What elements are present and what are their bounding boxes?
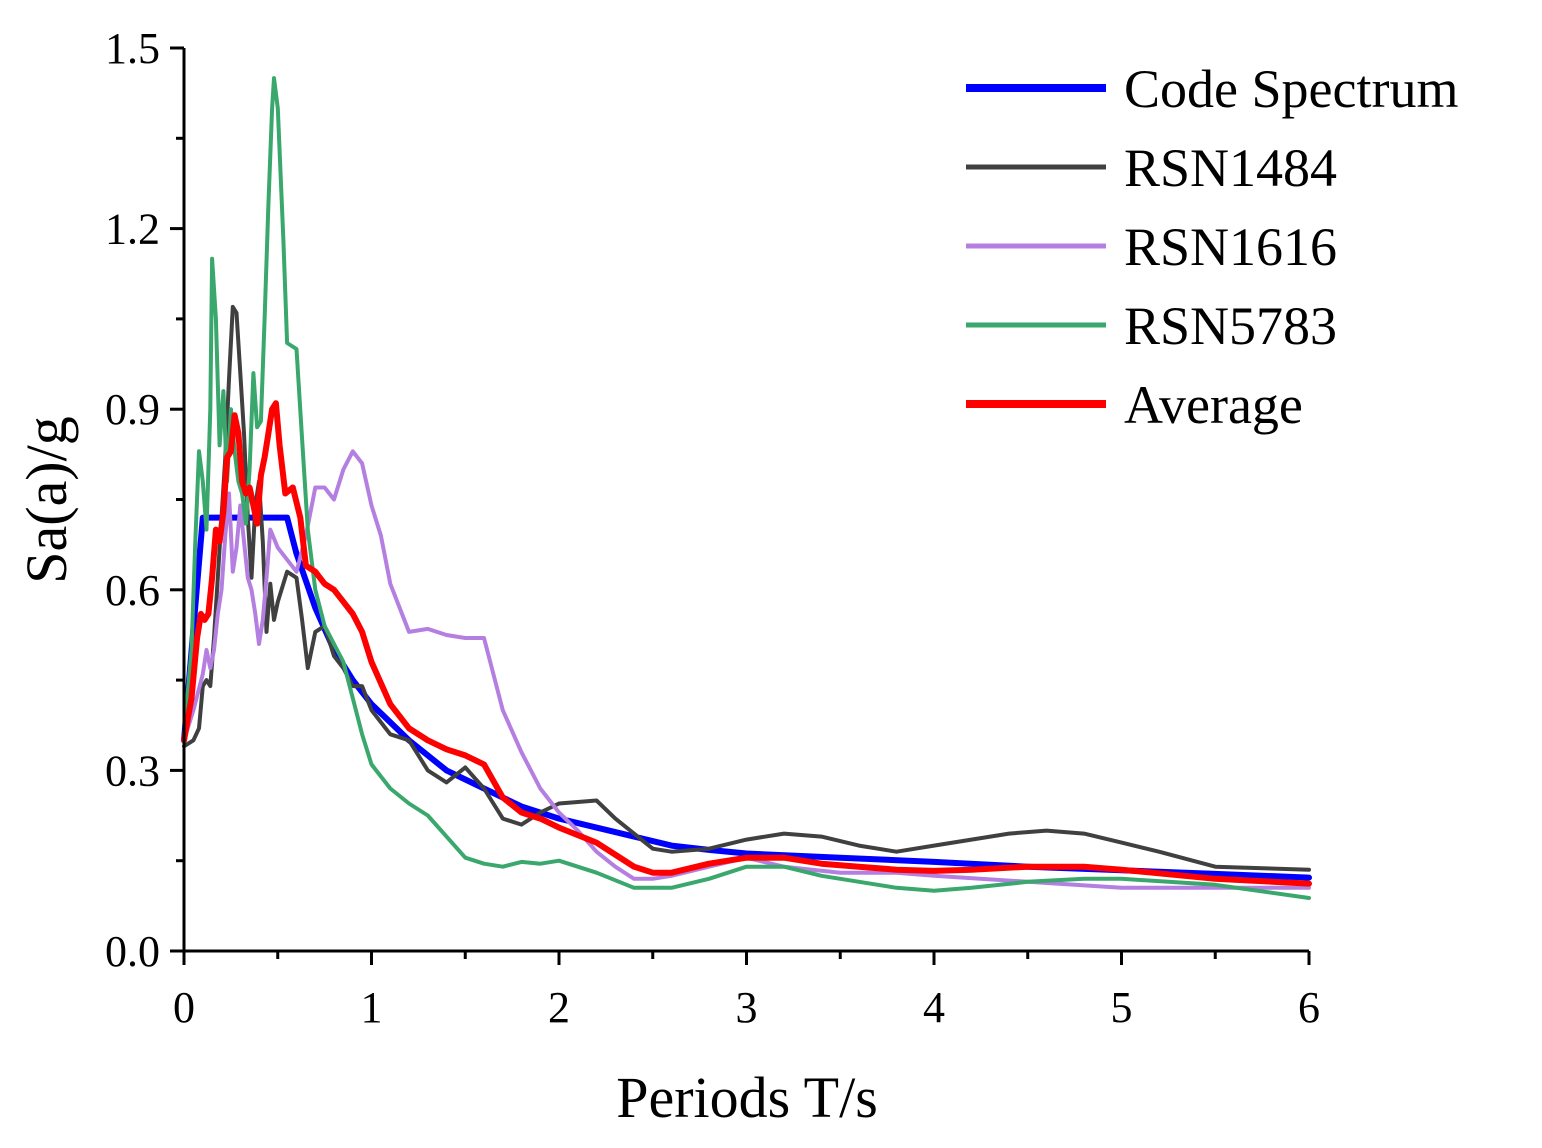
y-tick-label: 1.5 [105,24,160,73]
y-tick-label: 1.2 [105,205,160,254]
y-tick-label: 0.9 [105,385,160,434]
legend-label-rsn1616: RSN1616 [1124,217,1337,277]
legend: Code Spectrum RSN1484 RSN1616 RSN5783 Averag… [966,59,1458,435]
series-line-average [181,400,1312,887]
x-tick-label: 4 [923,983,945,1032]
x-tick-label: 5 [1111,983,1133,1032]
y-tick-label: 0.6 [105,566,160,615]
y-tick-label: 0.3 [105,746,160,795]
x-tick-label: 2 [548,983,570,1032]
series-line-rsn5783 [182,76,1311,900]
x-tick-label: 6 [1298,983,1320,1032]
axes-layer: 0 1 2 3 4 5 6 0.0 0.3 0.6 0.9 1.2 1.5 [105,24,1320,1032]
legend-label-rsn5783: RSN5783 [1124,296,1337,356]
series-line-rsn1616 [182,449,1311,890]
y-tick-label: 0.0 [105,927,160,976]
legend-label-average: Average [1124,375,1303,435]
series-line-rsn1484 [182,304,1311,872]
series-layer [181,76,1312,900]
y-axis-title: Sa(a)/g [14,416,79,584]
legend-label-rsn1484: RSN1484 [1124,138,1337,198]
x-axis-title: Periods T/s [616,1065,878,1130]
x-tick-label: 3 [736,983,758,1032]
legend-label-code-spectrum: Code Spectrum [1124,59,1458,119]
x-tick-label: 1 [361,983,383,1032]
x-tick-label: 0 [173,983,195,1032]
